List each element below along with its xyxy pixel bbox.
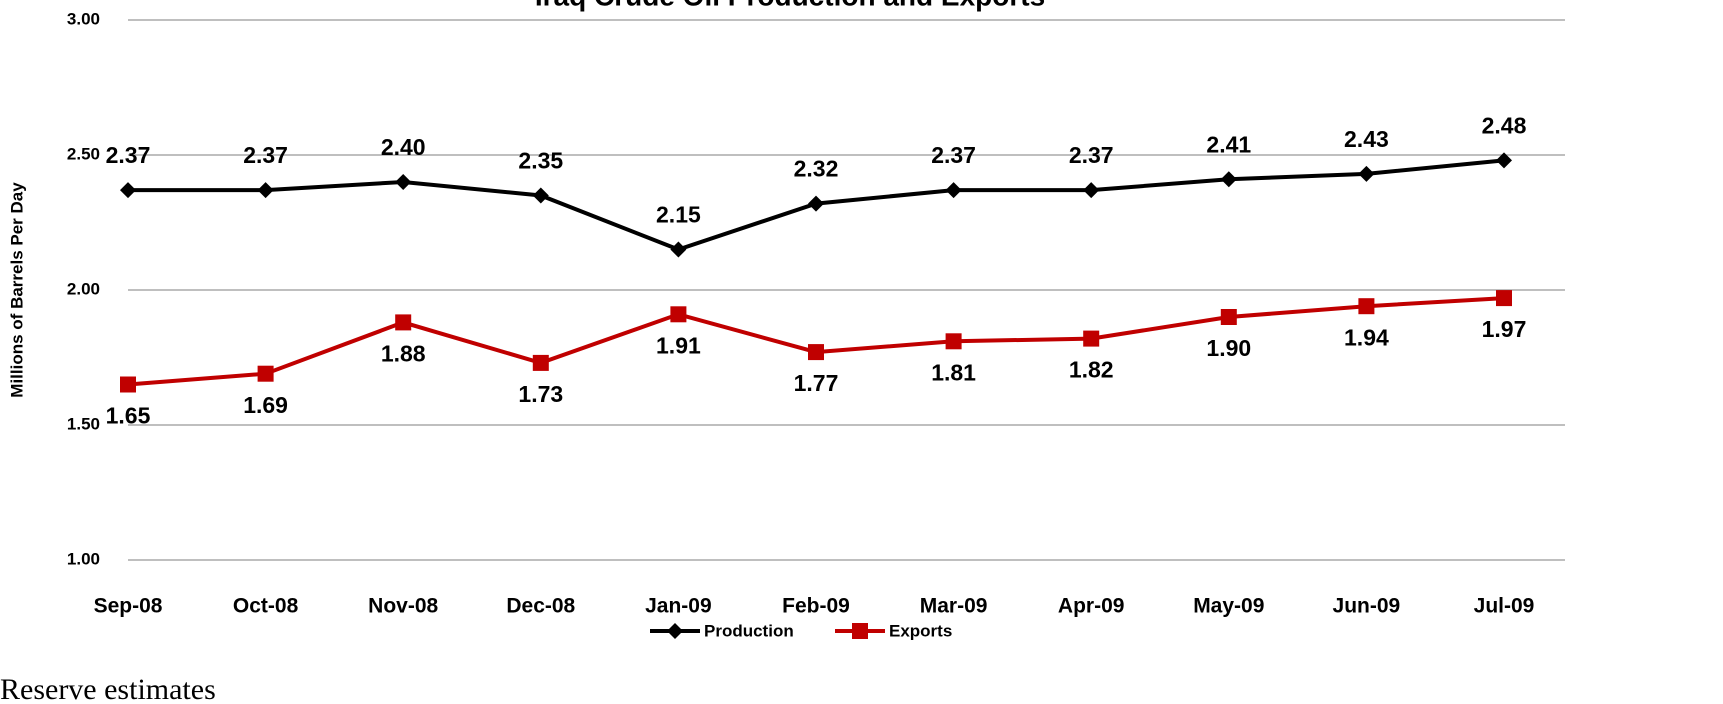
point [1358, 298, 1375, 315]
value-label: 1.73 [518, 381, 563, 407]
y-tick-label: 2.00 [67, 279, 100, 298]
value-label: 2.32 [794, 156, 839, 182]
point [1496, 290, 1512, 307]
chart-title: Iraq Crude Oil Production and Exports [535, 0, 1045, 11]
x-tick-label: Sep-08 [94, 595, 163, 618]
value-label: 2.40 [381, 134, 426, 160]
value-label: 1.81 [931, 359, 976, 385]
y-axis-label: Millions of Barrels Per Day [7, 182, 26, 398]
legend-label: Production [704, 621, 794, 640]
x-tick-label: Feb-09 [782, 595, 850, 618]
point [1220, 309, 1237, 325]
point [395, 314, 412, 331]
value-label: 2.35 [518, 148, 563, 174]
point [532, 354, 549, 371]
x-tick-label: Mar-09 [920, 595, 988, 618]
point [1083, 330, 1100, 347]
point [945, 182, 962, 199]
value-label: 2.37 [1069, 142, 1114, 168]
value-label: 2.41 [1206, 131, 1251, 157]
x-tick-label: Oct-08 [233, 595, 299, 618]
point [1083, 182, 1100, 199]
point [120, 376, 136, 393]
y-tick-label: 3.00 [67, 9, 100, 28]
point [1220, 171, 1237, 188]
value-label: 2.37 [931, 142, 976, 168]
value-label: 2.15 [656, 202, 701, 228]
value-label: 1.69 [243, 392, 288, 418]
point [257, 365, 274, 382]
value-label: 1.88 [381, 340, 426, 366]
point [670, 306, 687, 323]
value-label: 1.90 [1206, 335, 1251, 361]
point [808, 195, 824, 212]
value-label: 2.37 [106, 142, 151, 168]
point [120, 182, 136, 199]
point [945, 333, 962, 350]
y-tick-label: 1.00 [67, 549, 100, 568]
value-label: 2.48 [1482, 112, 1527, 138]
x-tick-label: Nov-08 [368, 595, 438, 618]
legend-marker [667, 623, 683, 639]
point [670, 241, 687, 258]
value-label: 1.82 [1069, 357, 1114, 383]
value-label: 1.77 [794, 370, 839, 396]
value-label: 1.97 [1482, 316, 1527, 342]
y-tick-label: 2.50 [67, 144, 100, 163]
legend-label: Exports [889, 621, 952, 640]
point [257, 182, 274, 199]
value-label: 2.37 [243, 142, 288, 168]
legend-marker [852, 623, 868, 639]
x-tick-label: Apr-09 [1058, 595, 1125, 618]
point [1496, 152, 1512, 169]
value-label: 1.94 [1344, 324, 1389, 350]
y-tick-label: 1.50 [67, 414, 100, 433]
point [532, 187, 549, 204]
point [808, 344, 824, 361]
x-tick-label: Dec-08 [506, 595, 575, 618]
value-label: 1.65 [106, 403, 151, 429]
x-tick-label: Jul-09 [1474, 595, 1535, 618]
value-label: 2.43 [1344, 126, 1389, 152]
point [1358, 165, 1375, 182]
x-tick-label: May-09 [1193, 595, 1264, 618]
x-tick-label: Jan-09 [645, 595, 712, 618]
point [395, 174, 412, 190]
note: Reserve estimates [0, 673, 216, 704]
x-tick-label: Jun-09 [1333, 595, 1401, 618]
value-label: 1.91 [656, 332, 701, 358]
